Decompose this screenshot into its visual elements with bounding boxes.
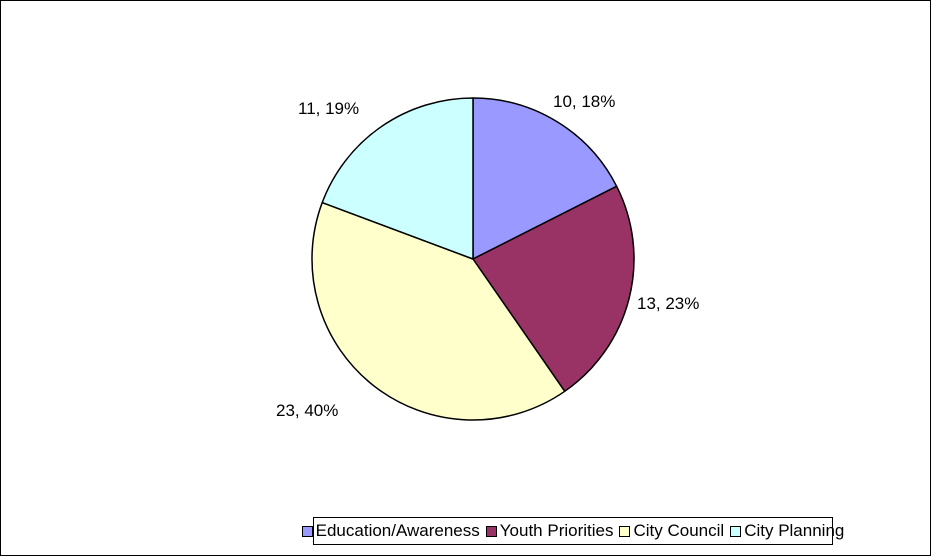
legend-label-youth-priorities: Youth Priorities [499, 521, 614, 540]
chart-legend: Education/Awareness Youth Priorities Cit… [301, 517, 844, 545]
legend-item-education-awareness: Education/Awareness [301, 521, 480, 541]
legend-swatch-education-awareness [301, 525, 313, 537]
data-label-education-awareness: 10, 18% [553, 92, 615, 111]
legend-item-city-council: City Council [619, 521, 724, 541]
legend-label-city-council: City Council [633, 521, 725, 540]
legend-item-city-planning: City Planning [730, 521, 844, 541]
data-labels: 10, 18% 13, 23% 23, 40% 11, 19% [276, 92, 699, 420]
data-label-city-council: 23, 40% [276, 401, 338, 420]
pie-slice-city-council [311, 201, 566, 421]
legend-label-education-awareness: Education/Awareness [315, 521, 480, 540]
legend-swatch-city-council [619, 525, 631, 537]
legend-label-city-planning: City Planning [744, 521, 845, 540]
legend-swatch-city-planning [730, 525, 742, 537]
pie-slice-education-awareness [472, 97, 618, 260]
pie-slices [311, 97, 635, 421]
data-label-youth-priorities: 13, 23% [637, 294, 699, 313]
legend-swatch-youth-priorities [485, 525, 497, 537]
legend-item-youth-priorities: Youth Priorities [485, 521, 614, 541]
pie-slice-youth-priorities [472, 185, 635, 393]
pie-slice-city-planning [321, 97, 474, 260]
data-label-city-planning: 11, 19% [298, 99, 359, 118]
